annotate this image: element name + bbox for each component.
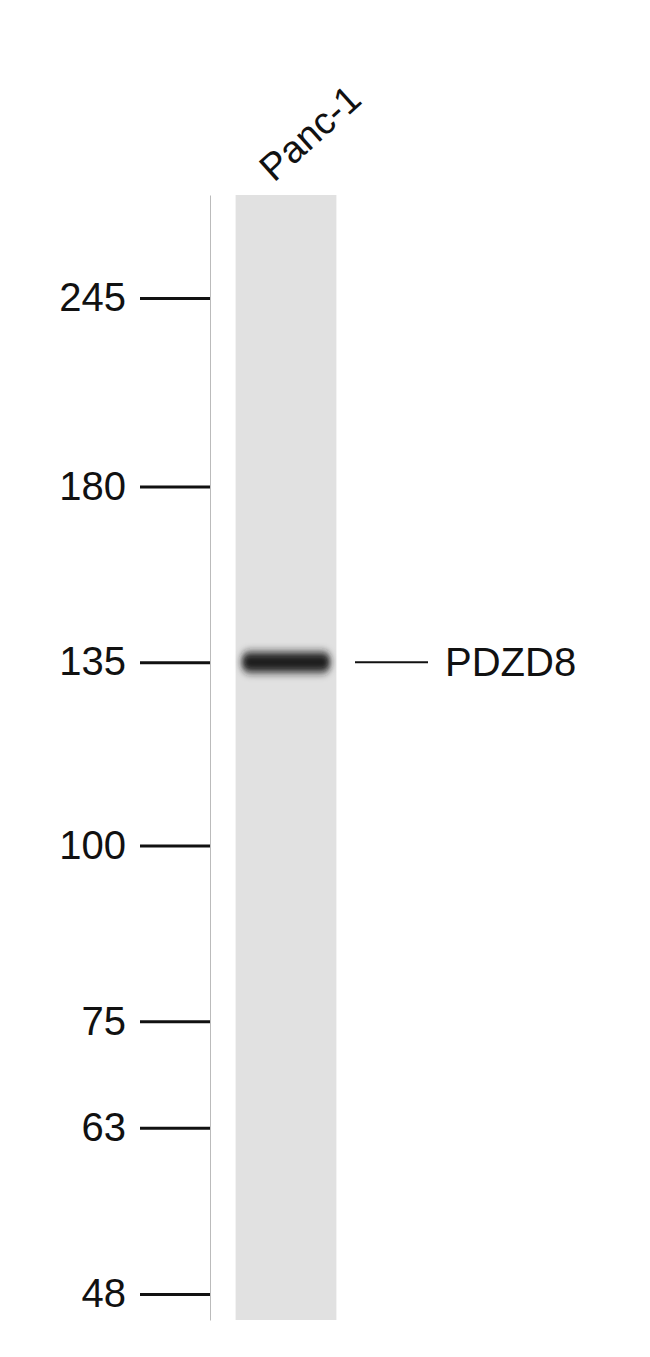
- tick: 180: [59, 464, 210, 508]
- tick: 135: [59, 639, 210, 683]
- tick-mark: [140, 1020, 210, 1023]
- lane-label: Panc-1: [251, 77, 369, 189]
- tick-label: 245: [59, 275, 126, 319]
- tick-mark: [140, 297, 210, 300]
- tick: 100: [59, 823, 210, 867]
- tick: 75: [82, 999, 211, 1043]
- tick-mark: [140, 485, 210, 488]
- lane: [236, 195, 337, 1320]
- bands: [242, 652, 331, 672]
- y-axis: 245 180 135 100 75 63 48: [59, 196, 210, 1321]
- chart: 245 180 135 100 75 63 48 PDZD8 Panc-1: [0, 0, 650, 1357]
- band-pointer: [355, 661, 428, 663]
- axis-line: [210, 196, 211, 1321]
- tick: 245: [59, 275, 210, 319]
- band-label: PDZD8: [445, 640, 576, 684]
- tick-label: 100: [59, 823, 126, 867]
- tick: 63: [82, 1105, 211, 1149]
- tick-mark: [140, 1293, 210, 1296]
- tick-label: 48: [82, 1271, 127, 1315]
- tick-label: 63: [82, 1105, 127, 1149]
- tick-mark: [140, 1127, 210, 1130]
- tick-label: 180: [59, 464, 126, 508]
- tick-mark: [140, 845, 210, 848]
- tick: 48: [82, 1271, 211, 1315]
- tick-mark: [140, 661, 210, 664]
- tick-label: 135: [59, 639, 126, 683]
- band: [242, 652, 331, 672]
- tick-label: 75: [82, 999, 127, 1043]
